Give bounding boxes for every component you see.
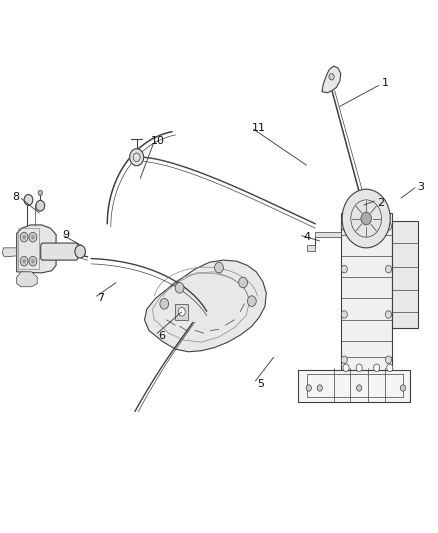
Text: 11: 11 <box>251 123 265 133</box>
Polygon shape <box>175 304 188 320</box>
FancyBboxPatch shape <box>41 243 78 260</box>
Text: 5: 5 <box>257 379 264 389</box>
Text: 8: 8 <box>12 192 19 202</box>
Circle shape <box>175 282 184 293</box>
Circle shape <box>247 296 256 306</box>
Circle shape <box>341 265 347 273</box>
Polygon shape <box>17 225 56 273</box>
Circle shape <box>75 245 85 258</box>
Circle shape <box>29 256 37 266</box>
Circle shape <box>31 235 35 239</box>
Polygon shape <box>322 66 341 93</box>
Circle shape <box>31 259 35 263</box>
Circle shape <box>306 385 311 391</box>
Circle shape <box>24 195 33 205</box>
Polygon shape <box>298 370 410 402</box>
Polygon shape <box>145 260 266 352</box>
Circle shape <box>341 223 347 230</box>
Circle shape <box>178 308 185 316</box>
Text: 6: 6 <box>159 331 166 341</box>
Polygon shape <box>17 272 37 287</box>
Circle shape <box>215 262 223 273</box>
Circle shape <box>385 356 392 364</box>
Circle shape <box>343 364 349 372</box>
Circle shape <box>342 189 390 248</box>
Circle shape <box>385 223 392 230</box>
Text: 3: 3 <box>417 182 424 191</box>
Text: 2: 2 <box>378 198 385 207</box>
Circle shape <box>20 232 28 242</box>
Circle shape <box>130 149 144 166</box>
Circle shape <box>361 212 371 225</box>
Text: 10: 10 <box>151 136 165 146</box>
Circle shape <box>356 364 362 372</box>
Polygon shape <box>307 232 341 251</box>
Circle shape <box>341 356 347 364</box>
Circle shape <box>341 311 347 318</box>
Circle shape <box>385 311 392 318</box>
Circle shape <box>29 232 37 242</box>
Circle shape <box>20 256 28 266</box>
Polygon shape <box>2 248 17 257</box>
Circle shape <box>387 364 393 372</box>
Circle shape <box>374 364 380 372</box>
Circle shape <box>22 235 26 239</box>
Text: 9: 9 <box>62 230 69 239</box>
Circle shape <box>385 265 392 273</box>
Circle shape <box>36 200 45 211</box>
Circle shape <box>239 277 247 288</box>
Text: 1: 1 <box>382 78 389 87</box>
FancyBboxPatch shape <box>392 221 418 328</box>
Circle shape <box>160 298 169 309</box>
Circle shape <box>329 74 334 80</box>
Text: 4: 4 <box>303 232 310 242</box>
Circle shape <box>400 385 406 391</box>
Text: 7: 7 <box>97 294 104 303</box>
Polygon shape <box>341 213 392 370</box>
Circle shape <box>38 190 42 196</box>
Circle shape <box>317 385 322 391</box>
Circle shape <box>22 259 26 263</box>
Circle shape <box>357 385 362 391</box>
